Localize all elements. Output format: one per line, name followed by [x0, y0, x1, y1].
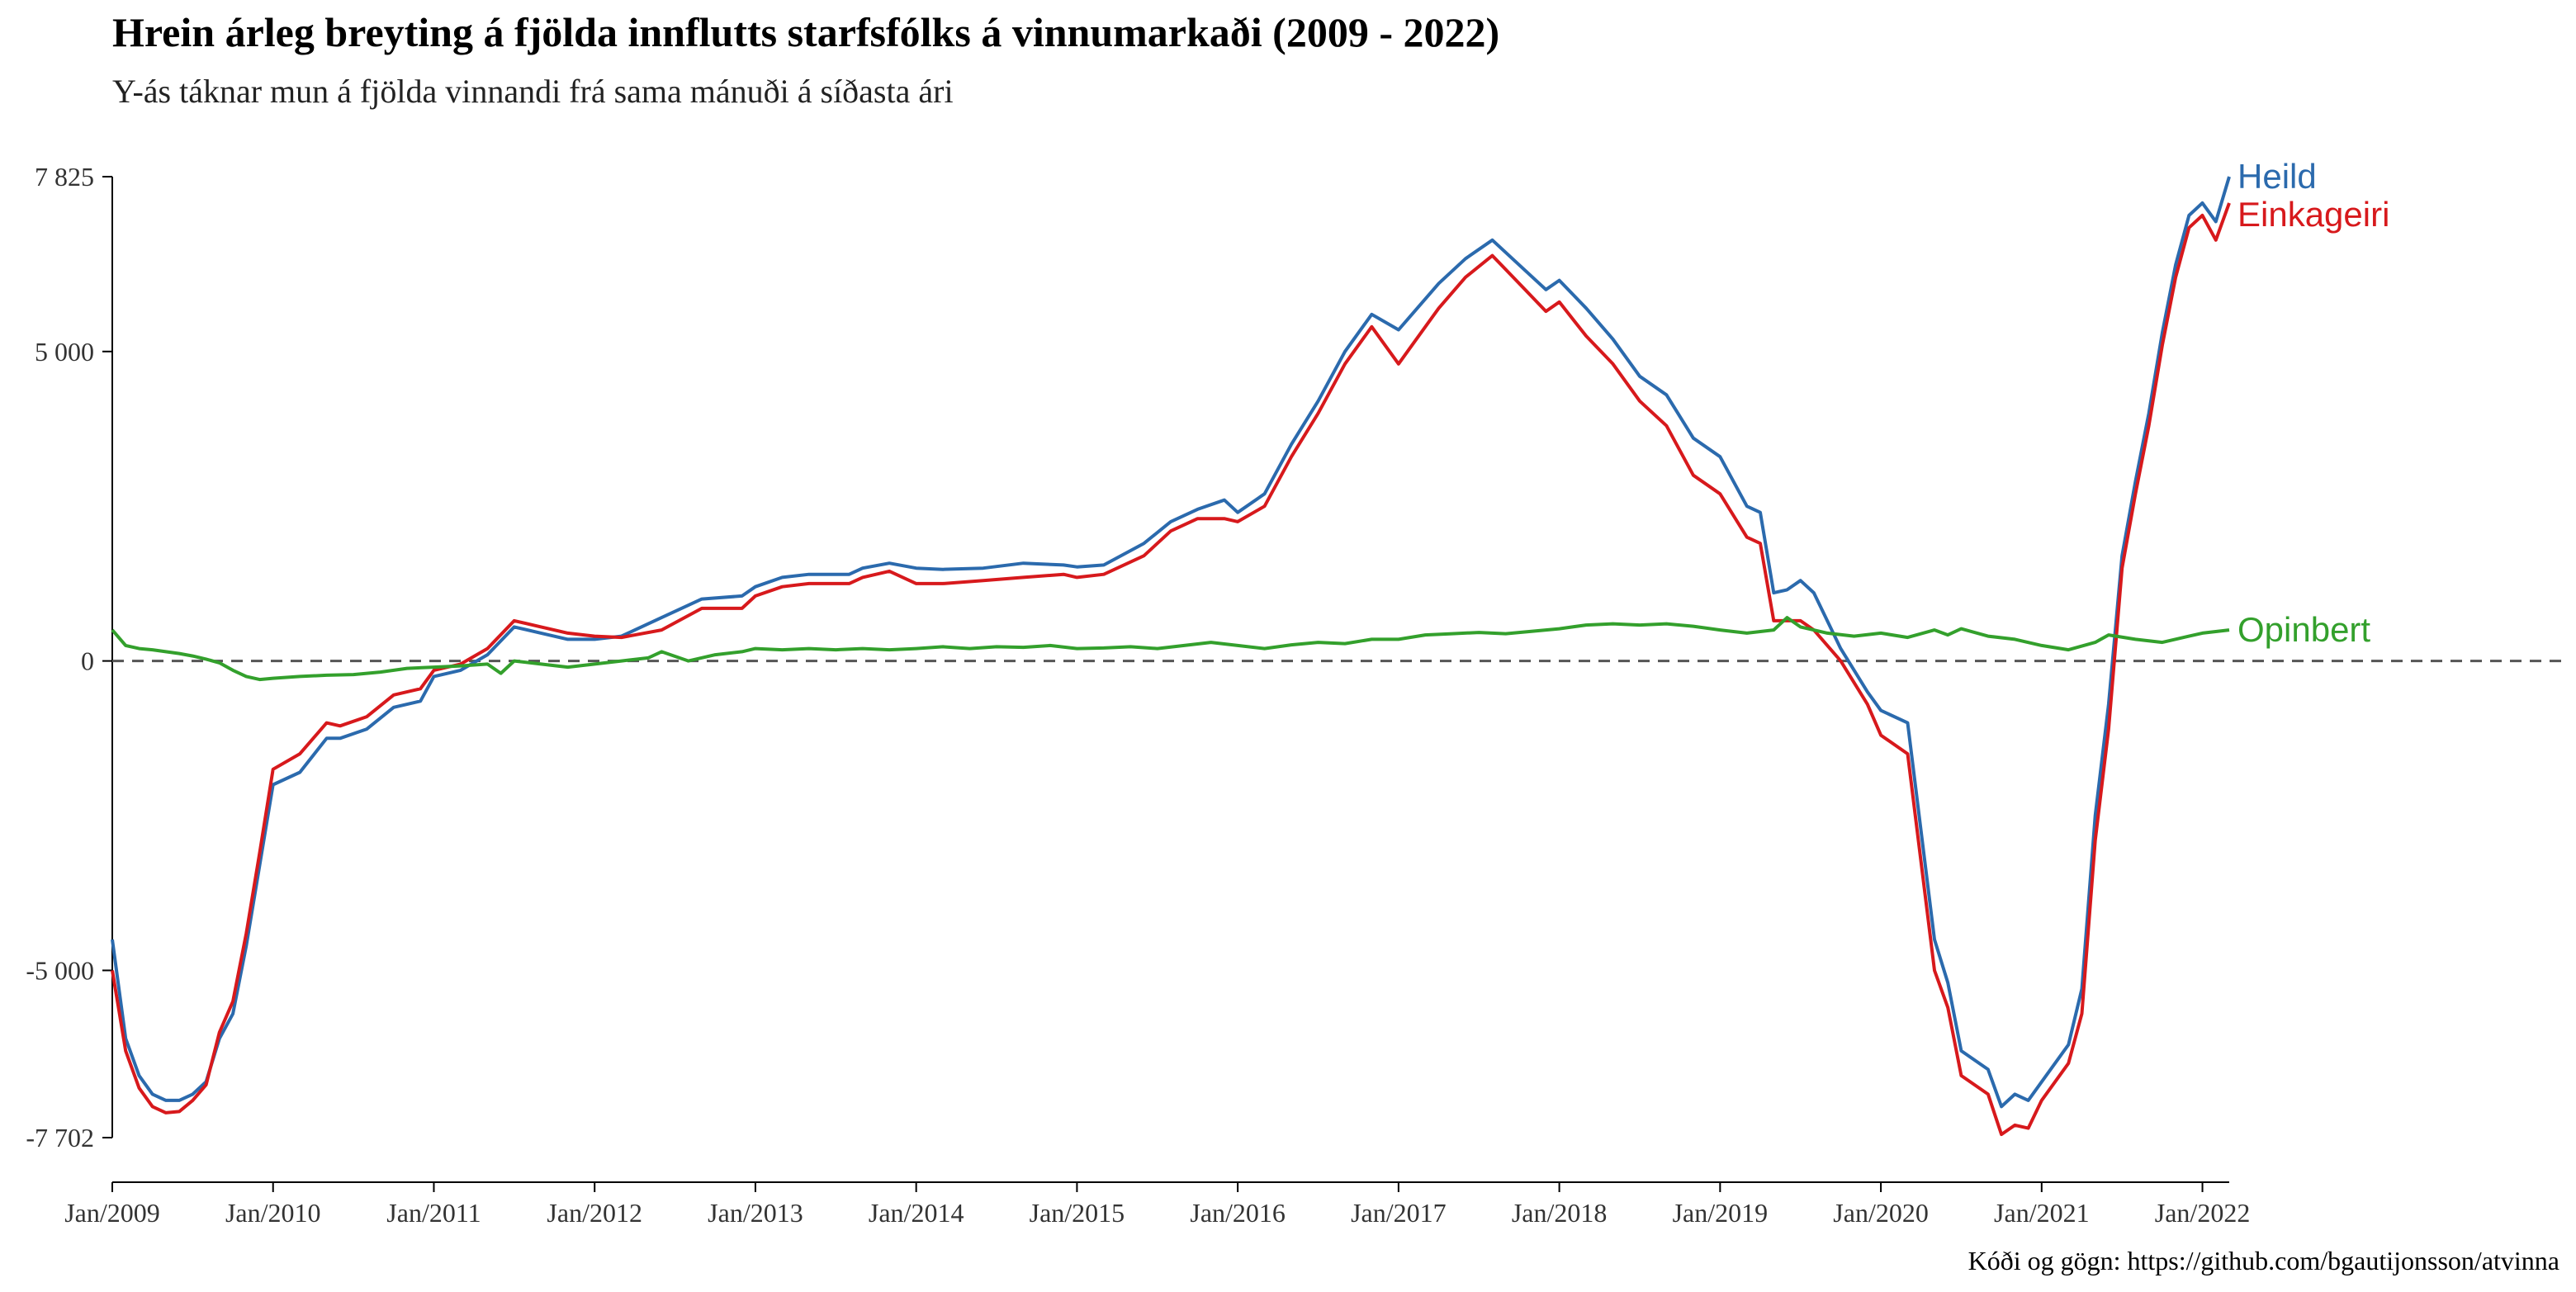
y-tick-label: 0 [81, 646, 94, 676]
x-tick-label: Jan/2014 [869, 1198, 964, 1228]
y-tick-label: 5 000 [35, 337, 94, 367]
x-tick-label: Jan/2011 [386, 1198, 481, 1228]
y-axis-ticks: 7 825 5 000 0 -5 000 -7 702 [26, 162, 112, 1152]
x-tick-label: Jan/2021 [1994, 1198, 2090, 1228]
chart-title: Hrein árleg breyting á fjölda innflutts … [112, 9, 1499, 55]
x-tick-label: Jan/2015 [1030, 1198, 1125, 1228]
x-tick-label: Jan/2013 [708, 1198, 803, 1228]
x-tick-label: Jan/2010 [225, 1198, 321, 1228]
y-tick-label: -5 000 [26, 955, 94, 985]
series-label-opinbert: Opinbert [2237, 610, 2370, 649]
axes [111, 177, 2569, 1183]
x-tick-label: Jan/2019 [1673, 1198, 1769, 1228]
x-axis-ticks: Jan/2009 Jan/2010 Jan/2011 Jan/2012 Jan/2013… [64, 1182, 2250, 1228]
x-tick-label: Jan/2022 [2155, 1198, 2251, 1228]
x-tick-label: Jan/2018 [1512, 1198, 1608, 1228]
x-tick-label: Jan/2020 [1833, 1198, 1929, 1228]
series-line-opinbert [111, 616, 2230, 682]
series-lines [111, 176, 2231, 1137]
chart-subtitle: Y-ás táknar mun á fjölda vinnandi frá sa… [112, 73, 954, 110]
y-tick-label: -7 702 [26, 1123, 94, 1152]
x-tick-label: Jan/2012 [547, 1198, 642, 1228]
x-tick-label: Jan/2016 [1190, 1198, 1286, 1228]
series-label-einkageiri: Einkageiri [2237, 195, 2389, 234]
x-tick-label: Jan/2009 [64, 1198, 160, 1228]
x-tick-label: Jan/2017 [1351, 1198, 1447, 1228]
series-line-einkageiri [111, 202, 2231, 1137]
series-line-heild [111, 176, 2231, 1109]
caption-source: Kóði og gögn: https://github.com/bgautij… [1968, 1246, 2559, 1275]
series-label-heild: Heild [2237, 157, 2317, 196]
y-tick-label: 7 825 [35, 162, 94, 192]
